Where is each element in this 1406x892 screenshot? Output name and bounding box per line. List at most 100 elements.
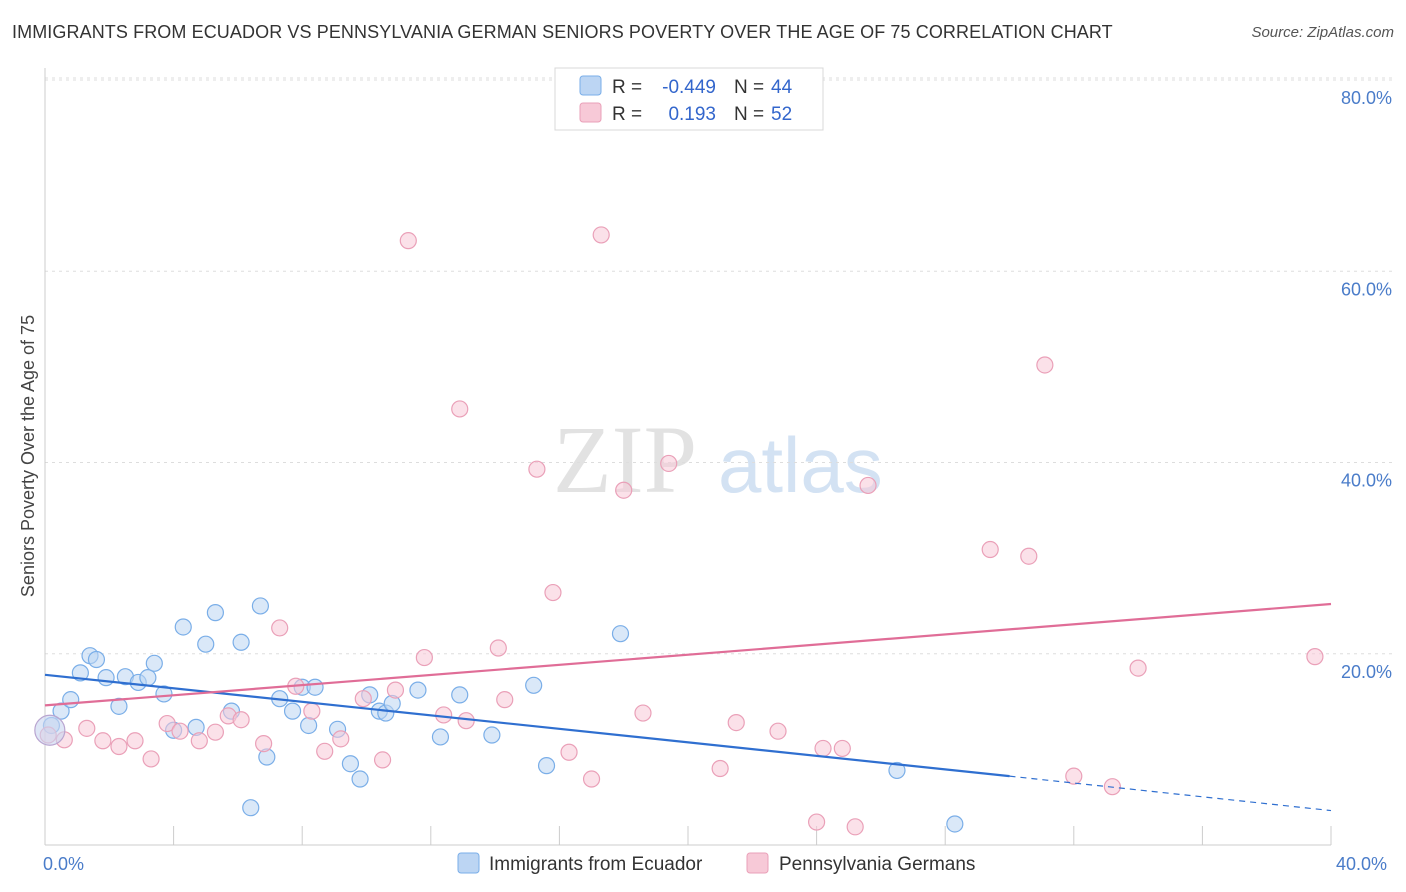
point-ecuador <box>251 597 270 615</box>
point-pennsylvania <box>846 818 864 836</box>
legend-n-label-ecuador: N = <box>734 77 764 98</box>
point-pennsylvania <box>528 460 546 478</box>
point-pennsylvania <box>592 226 610 244</box>
point-ecuador <box>483 726 501 744</box>
point-pennsylvania <box>489 639 507 657</box>
grid-lines <box>45 77 1392 655</box>
point-pennsylvania <box>206 723 224 741</box>
point-pennsylvania <box>158 714 176 733</box>
y-tick-labels: 20.0% 40.0% 60.0% 80.0% <box>1341 88 1392 682</box>
y-axis-label: Seniors Poverty Over the Age of 75 <box>18 315 38 597</box>
point-pennsylvania <box>1020 547 1038 565</box>
point-pennsylvania <box>660 454 678 473</box>
point-pennsylvania <box>1129 659 1147 677</box>
point-ecuador <box>232 633 250 651</box>
point-pennsylvania <box>560 743 578 761</box>
point-pennsylvania <box>94 732 112 750</box>
point-pennsylvania <box>373 751 392 769</box>
point-ecuador <box>87 650 106 669</box>
point-ecuador <box>306 678 324 696</box>
bottom-legend-label-ecuador: Immigrants from Ecuador <box>489 854 703 875</box>
point-ecuador <box>283 702 302 720</box>
point-pennsylvania <box>727 713 745 732</box>
chart-title: IMMIGRANTS FROM ECUADOR VS PENNSYLVANIA … <box>12 22 1113 42</box>
point-ecuador <box>206 604 224 622</box>
point-pennsylvania <box>142 750 160 768</box>
point-pennsylvania <box>859 476 877 495</box>
scatter-points <box>34 226 1324 836</box>
point-pennsylvania <box>634 704 652 722</box>
point-ecuador <box>611 625 630 643</box>
legend-r-label-pennsylvania: R = <box>612 104 642 125</box>
point-ecuador <box>341 755 360 773</box>
point-pennsylvania <box>271 619 289 637</box>
y-tick-label: 40.0% <box>1341 471 1392 491</box>
y-tick-label: 60.0% <box>1341 279 1392 299</box>
bottom-legend-swatch-ecuador <box>457 852 480 874</box>
legend-r-value-pennsylvania: 0.193 <box>668 104 716 125</box>
point-ecuador <box>351 770 369 788</box>
point-ecuador <box>525 676 543 694</box>
y-tick-label: 80.0% <box>1341 88 1392 108</box>
point-pennsylvania <box>544 583 562 602</box>
legend: R = -0.449 N = 44 R = 0.193 N = 52 <box>554 67 824 131</box>
watermark-atlas: atlas <box>718 421 883 509</box>
point-pennsylvania <box>78 719 96 737</box>
point-ecuador <box>139 669 157 687</box>
point-pennsylvania <box>316 742 334 760</box>
point-pennsylvania <box>232 711 250 729</box>
point-pennsylvania <box>814 739 832 758</box>
point-pennsylvania <box>615 481 633 499</box>
legend-swatch-ecuador <box>579 75 602 96</box>
point-pennsylvania <box>582 770 601 788</box>
point-pennsylvania <box>496 691 514 709</box>
point-pennsylvania <box>833 739 851 758</box>
point-pennsylvania <box>190 732 208 750</box>
bottom-legend: Immigrants from Ecuador Pennsylvania Ger… <box>457 852 975 875</box>
point-ecuador <box>451 686 469 704</box>
point-pennsylvania <box>711 759 729 778</box>
point-ecuador <box>155 685 173 703</box>
trendlines <box>44 602 1332 812</box>
point-pennsylvania <box>399 232 417 250</box>
point-ecuador <box>537 757 556 775</box>
point-ecuador <box>62 691 80 709</box>
point-ecuador <box>242 799 260 817</box>
point-pennsylvania <box>1036 356 1054 374</box>
point-pennsylvania <box>171 722 189 740</box>
point-pennsylvania <box>255 735 273 753</box>
point-pennsylvania <box>807 813 826 831</box>
point-ecuador <box>409 681 427 699</box>
point-pennsylvania <box>1306 648 1324 666</box>
point-pennsylvania <box>981 540 999 559</box>
point-ecuador <box>110 697 128 715</box>
point-cluster-origin <box>34 714 66 746</box>
trendline-pennsylvania <box>44 602 1332 707</box>
x-ticks <box>44 826 1332 845</box>
point-ecuador <box>888 761 906 780</box>
point-pennsylvania <box>126 732 144 750</box>
point-pennsylvania <box>415 648 433 667</box>
point-ecuador <box>431 728 450 746</box>
x-tick-label-max: 40.0% <box>1336 854 1387 874</box>
y-tick-label: 20.0% <box>1341 662 1392 682</box>
legend-n-value-ecuador: 44 <box>771 77 793 98</box>
point-pennsylvania <box>303 702 321 720</box>
point-ecuador <box>300 716 318 735</box>
point-ecuador <box>197 635 215 653</box>
legend-n-label-pennsylvania: N = <box>734 104 764 125</box>
point-ecuador <box>174 618 192 636</box>
legend-r-label-ecuador: R = <box>612 77 642 98</box>
point-pennsylvania <box>451 400 469 418</box>
point-ecuador <box>97 669 115 687</box>
point-pennsylvania <box>332 730 350 748</box>
legend-r-value-ecuador: -0.449 <box>662 77 716 98</box>
bottom-legend-swatch-pennsylvania <box>746 852 769 874</box>
point-ecuador <box>71 664 89 682</box>
point-ecuador <box>145 654 163 672</box>
point-pennsylvania <box>110 737 128 756</box>
point-pennsylvania <box>354 690 372 708</box>
x-tick-label-min: 0.0% <box>43 854 84 874</box>
point-pennsylvania <box>435 706 453 724</box>
point-pennsylvania <box>386 681 405 699</box>
